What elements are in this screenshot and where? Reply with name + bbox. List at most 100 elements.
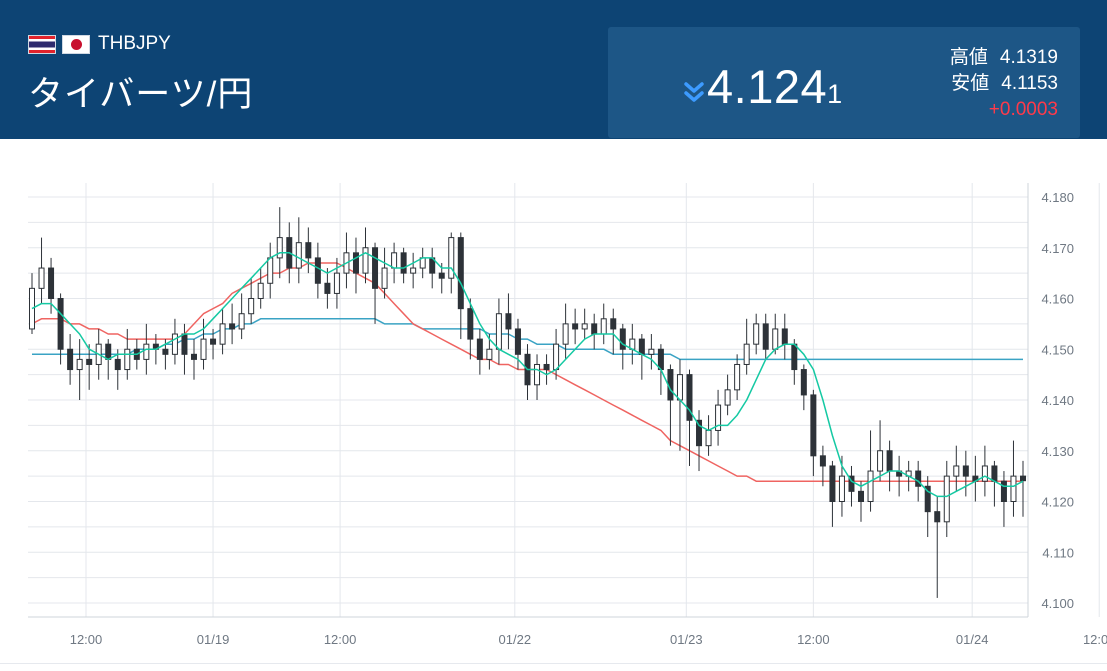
- bottom-divider: [0, 663, 1107, 664]
- x-tick-label: 01/22: [499, 632, 532, 647]
- candle-body-down: [886, 450, 893, 472]
- candle-body-up: [219, 323, 226, 345]
- candle-body-up: [705, 429, 712, 447]
- candle-body-up: [257, 282, 264, 299]
- candle-body-down: [467, 308, 474, 340]
- x-tick-label: 12:00: [1083, 632, 1107, 647]
- candle-body-up: [29, 287, 35, 330]
- candle-body-up: [486, 348, 493, 360]
- pair-row: THBJPY: [28, 33, 171, 55]
- candle-body-up: [562, 323, 569, 345]
- candle-body-down: [591, 323, 598, 335]
- y-tick-label: 4.180: [1041, 190, 1074, 205]
- candle-body-down: [543, 363, 550, 371]
- candle-body-down: [934, 511, 941, 523]
- japan-flag-icon: [62, 34, 90, 54]
- candle-body-down: [819, 455, 826, 467]
- x-tick-label: 12:00: [797, 632, 830, 647]
- candle-body-down: [314, 257, 321, 284]
- x-tick-label: 01/24: [956, 632, 989, 647]
- candle-body-down: [114, 358, 121, 371]
- candle-body-up: [381, 267, 388, 289]
- thailand-flag-icon: [28, 34, 56, 54]
- candle-body-down: [924, 485, 931, 513]
- candle-body-down: [572, 323, 579, 330]
- y-tick-label: 4.100: [1041, 596, 1074, 611]
- candle-body-down: [400, 252, 407, 274]
- candle-body-down: [1000, 480, 1007, 503]
- candle-body-down: [781, 328, 788, 345]
- candle-body-up: [734, 363, 741, 391]
- candle-body-up: [267, 257, 274, 284]
- candle-body-up: [391, 252, 398, 269]
- candle-body-up: [877, 450, 884, 472]
- candle-body-up: [743, 343, 750, 365]
- candle-body-down: [638, 338, 645, 355]
- candle-body-up: [943, 475, 950, 523]
- candle-body-up: [838, 475, 845, 502]
- candle-body-down: [791, 343, 798, 371]
- x-tick-label: 12:00: [324, 632, 357, 647]
- candle-body-up: [676, 374, 683, 401]
- x-tick-label: 12:00: [70, 632, 103, 647]
- candle-body-down: [858, 490, 865, 503]
- candle-body-down: [505, 313, 512, 330]
- high-label: 高値: [949, 47, 988, 68]
- low-label: 安値: [951, 73, 990, 94]
- pair-name: タイバーツ/円: [28, 75, 254, 114]
- high-row: 高値 4.1319: [950, 45, 1058, 71]
- y-tick-label: 4.170: [1041, 241, 1074, 256]
- candle-body-up: [295, 242, 302, 269]
- price-chart[interactable]: 12:00 01/19 12:00 01/22 01/23 12:00 01/24 12:00…: [0, 139, 1107, 666]
- candle-body-down: [1020, 475, 1026, 482]
- double-chevron-down-icon: [684, 82, 704, 102]
- candle-body-down: [848, 475, 855, 492]
- candle-body-down: [181, 333, 188, 355]
- candle-body-down: [67, 348, 74, 371]
- candle-body-down: [438, 272, 445, 279]
- candle-body-down: [372, 247, 379, 289]
- candle-body-down: [762, 323, 769, 350]
- candle-body-down: [657, 348, 664, 371]
- candle-body-down: [86, 358, 93, 365]
- pair-code: THBJPY: [98, 33, 171, 54]
- candle-body-up: [867, 470, 874, 502]
- candle-body-down: [210, 338, 217, 345]
- header: THBJPY タイバーツ/円 4.1241 高値 4.1319 安値 4.1153 …: [0, 0, 1107, 139]
- candle-body-up: [953, 465, 960, 477]
- candle-body-up: [648, 348, 655, 355]
- y-tick-label: 4.110: [1042, 545, 1074, 560]
- candle-body-up: [1010, 475, 1017, 502]
- candle-body-up: [495, 313, 502, 350]
- candle-body-down: [619, 328, 626, 350]
- chart-svg[interactable]: 12:00 01/19 12:00 01/22 01/23 12:00 01/24 12:00…: [0, 139, 1107, 666]
- candle-body-up: [553, 343, 560, 371]
- candle-body-up: [410, 267, 417, 274]
- candle-body-up: [724, 389, 731, 406]
- candle-body-down: [810, 394, 817, 457]
- candle-body-down: [686, 374, 693, 421]
- candle-body-down: [962, 465, 969, 477]
- candle-body-down: [57, 298, 64, 350]
- low-row: 安値 4.1153: [950, 71, 1058, 97]
- candle-body-up: [238, 313, 245, 330]
- y-tick-label: 4.130: [1041, 444, 1074, 459]
- candle-body-down: [800, 369, 807, 396]
- y-tick-label: 4.140: [1041, 393, 1074, 408]
- candle-body-down: [610, 318, 617, 330]
- candle-body-down: [190, 353, 197, 360]
- y-tick-label: 4.150: [1041, 342, 1074, 357]
- low-value: 4.1153: [1001, 73, 1058, 94]
- candle-body-up: [534, 363, 541, 386]
- candle-body-down: [305, 242, 312, 259]
- price-main: 4.124: [707, 60, 828, 113]
- y-tick-label: 4.120: [1041, 495, 1074, 510]
- candle-body-up: [581, 323, 588, 330]
- price-last-digit: 1: [827, 79, 843, 109]
- candle-body-down: [352, 252, 359, 274]
- candle-body-up: [76, 358, 83, 371]
- candle-body-up: [38, 267, 45, 289]
- candle-body-down: [229, 323, 236, 330]
- candle-body-up: [772, 328, 779, 350]
- candle-body-up: [171, 333, 178, 355]
